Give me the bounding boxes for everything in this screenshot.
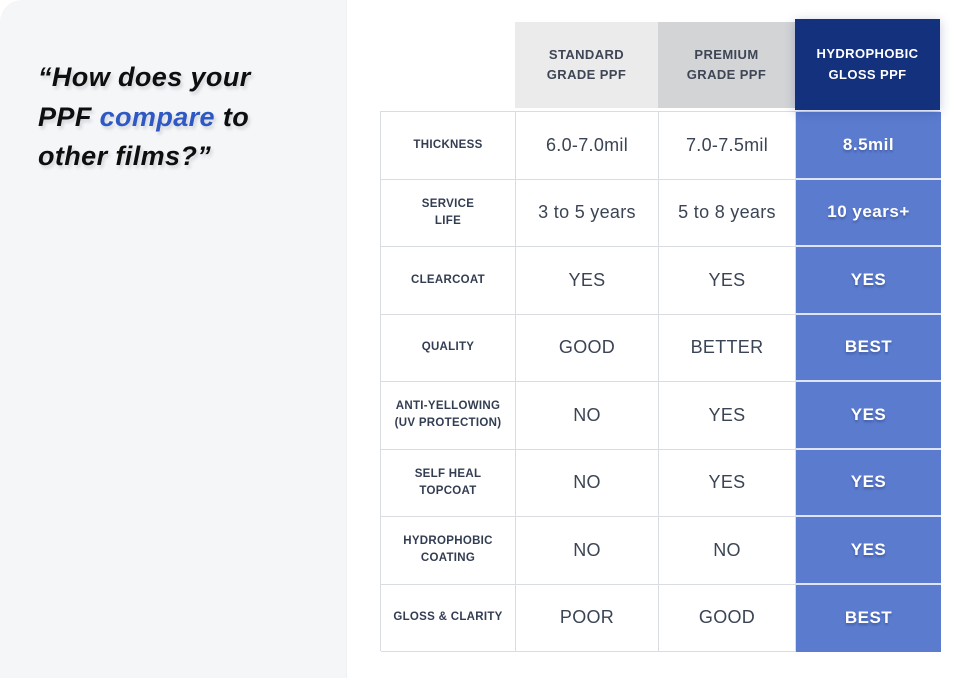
quote-line3: other films?” xyxy=(38,141,212,172)
row-label: CLEARCOAT xyxy=(381,247,516,315)
cell-hydrophobic: YES xyxy=(796,382,941,450)
quote-text: “How does your PPF compare to other film… xyxy=(38,58,318,177)
row-label: SERVICE LIFE xyxy=(381,179,516,247)
cell-premium: GOOD xyxy=(659,584,796,652)
row-label: SELF HEAL TOPCOAT xyxy=(381,449,516,517)
comparison-grid: THICKNESS 6.0-7.0mil 7.0-7.5mil 8.5mil SERVI… xyxy=(380,111,941,652)
column-header-standard-grade-ppf: STANDARD GRADE PPF xyxy=(515,22,658,108)
cell-premium: BETTER xyxy=(659,314,796,382)
cell-premium: 7.0-7.5mil xyxy=(659,112,796,180)
row-label: ANTI-YELLOWING (UV PROTECTION) xyxy=(381,382,516,450)
cell-standard: NO xyxy=(516,449,659,517)
column-header-premium-grade-ppf: PREMIUM GRADE PPF xyxy=(658,22,795,108)
quote-line2-post: to xyxy=(214,101,250,132)
cell-standard: 3 to 5 years xyxy=(516,179,659,247)
cell-hydrophobic: BEST xyxy=(796,584,941,652)
cell-hydrophobic: YES xyxy=(796,517,941,585)
cell-standard: 6.0-7.0mil xyxy=(516,112,659,180)
row-label: THICKNESS xyxy=(381,112,516,180)
cell-hydrophobic: BEST xyxy=(796,314,941,382)
quote-panel: “How does your PPF compare to other film… xyxy=(0,0,347,678)
cell-premium: YES xyxy=(659,247,796,315)
cell-premium: 5 to 8 years xyxy=(659,179,796,247)
column-header-hydrophobic-gloss-ppf: HYDROPHOBIC GLOSS PPF xyxy=(795,19,940,110)
cell-standard: POOR xyxy=(516,584,659,652)
row-label: HYDROPHOBIC COATING xyxy=(381,517,516,585)
cell-hydrophobic: 8.5mil xyxy=(796,112,941,180)
row-label: GLOSS & CLARITY xyxy=(381,584,516,652)
cell-hydrophobic: 10 years+ xyxy=(796,179,941,247)
quote-line1: “How does your xyxy=(38,62,251,92)
cell-standard: YES xyxy=(516,247,659,315)
quote-line2-pre: PPF xyxy=(38,101,100,132)
cell-hydrophobic: YES xyxy=(796,449,941,517)
cell-premium: YES xyxy=(659,449,796,517)
cell-standard: GOOD xyxy=(516,314,659,382)
cell-premium: YES xyxy=(659,382,796,450)
cell-standard: NO xyxy=(516,382,659,450)
cell-premium: NO xyxy=(659,517,796,585)
cell-standard: NO xyxy=(516,517,659,585)
row-label: QUALITY xyxy=(381,314,516,382)
cell-hydrophobic: YES xyxy=(796,247,941,315)
quote-highlight-word: compare xyxy=(99,101,215,132)
